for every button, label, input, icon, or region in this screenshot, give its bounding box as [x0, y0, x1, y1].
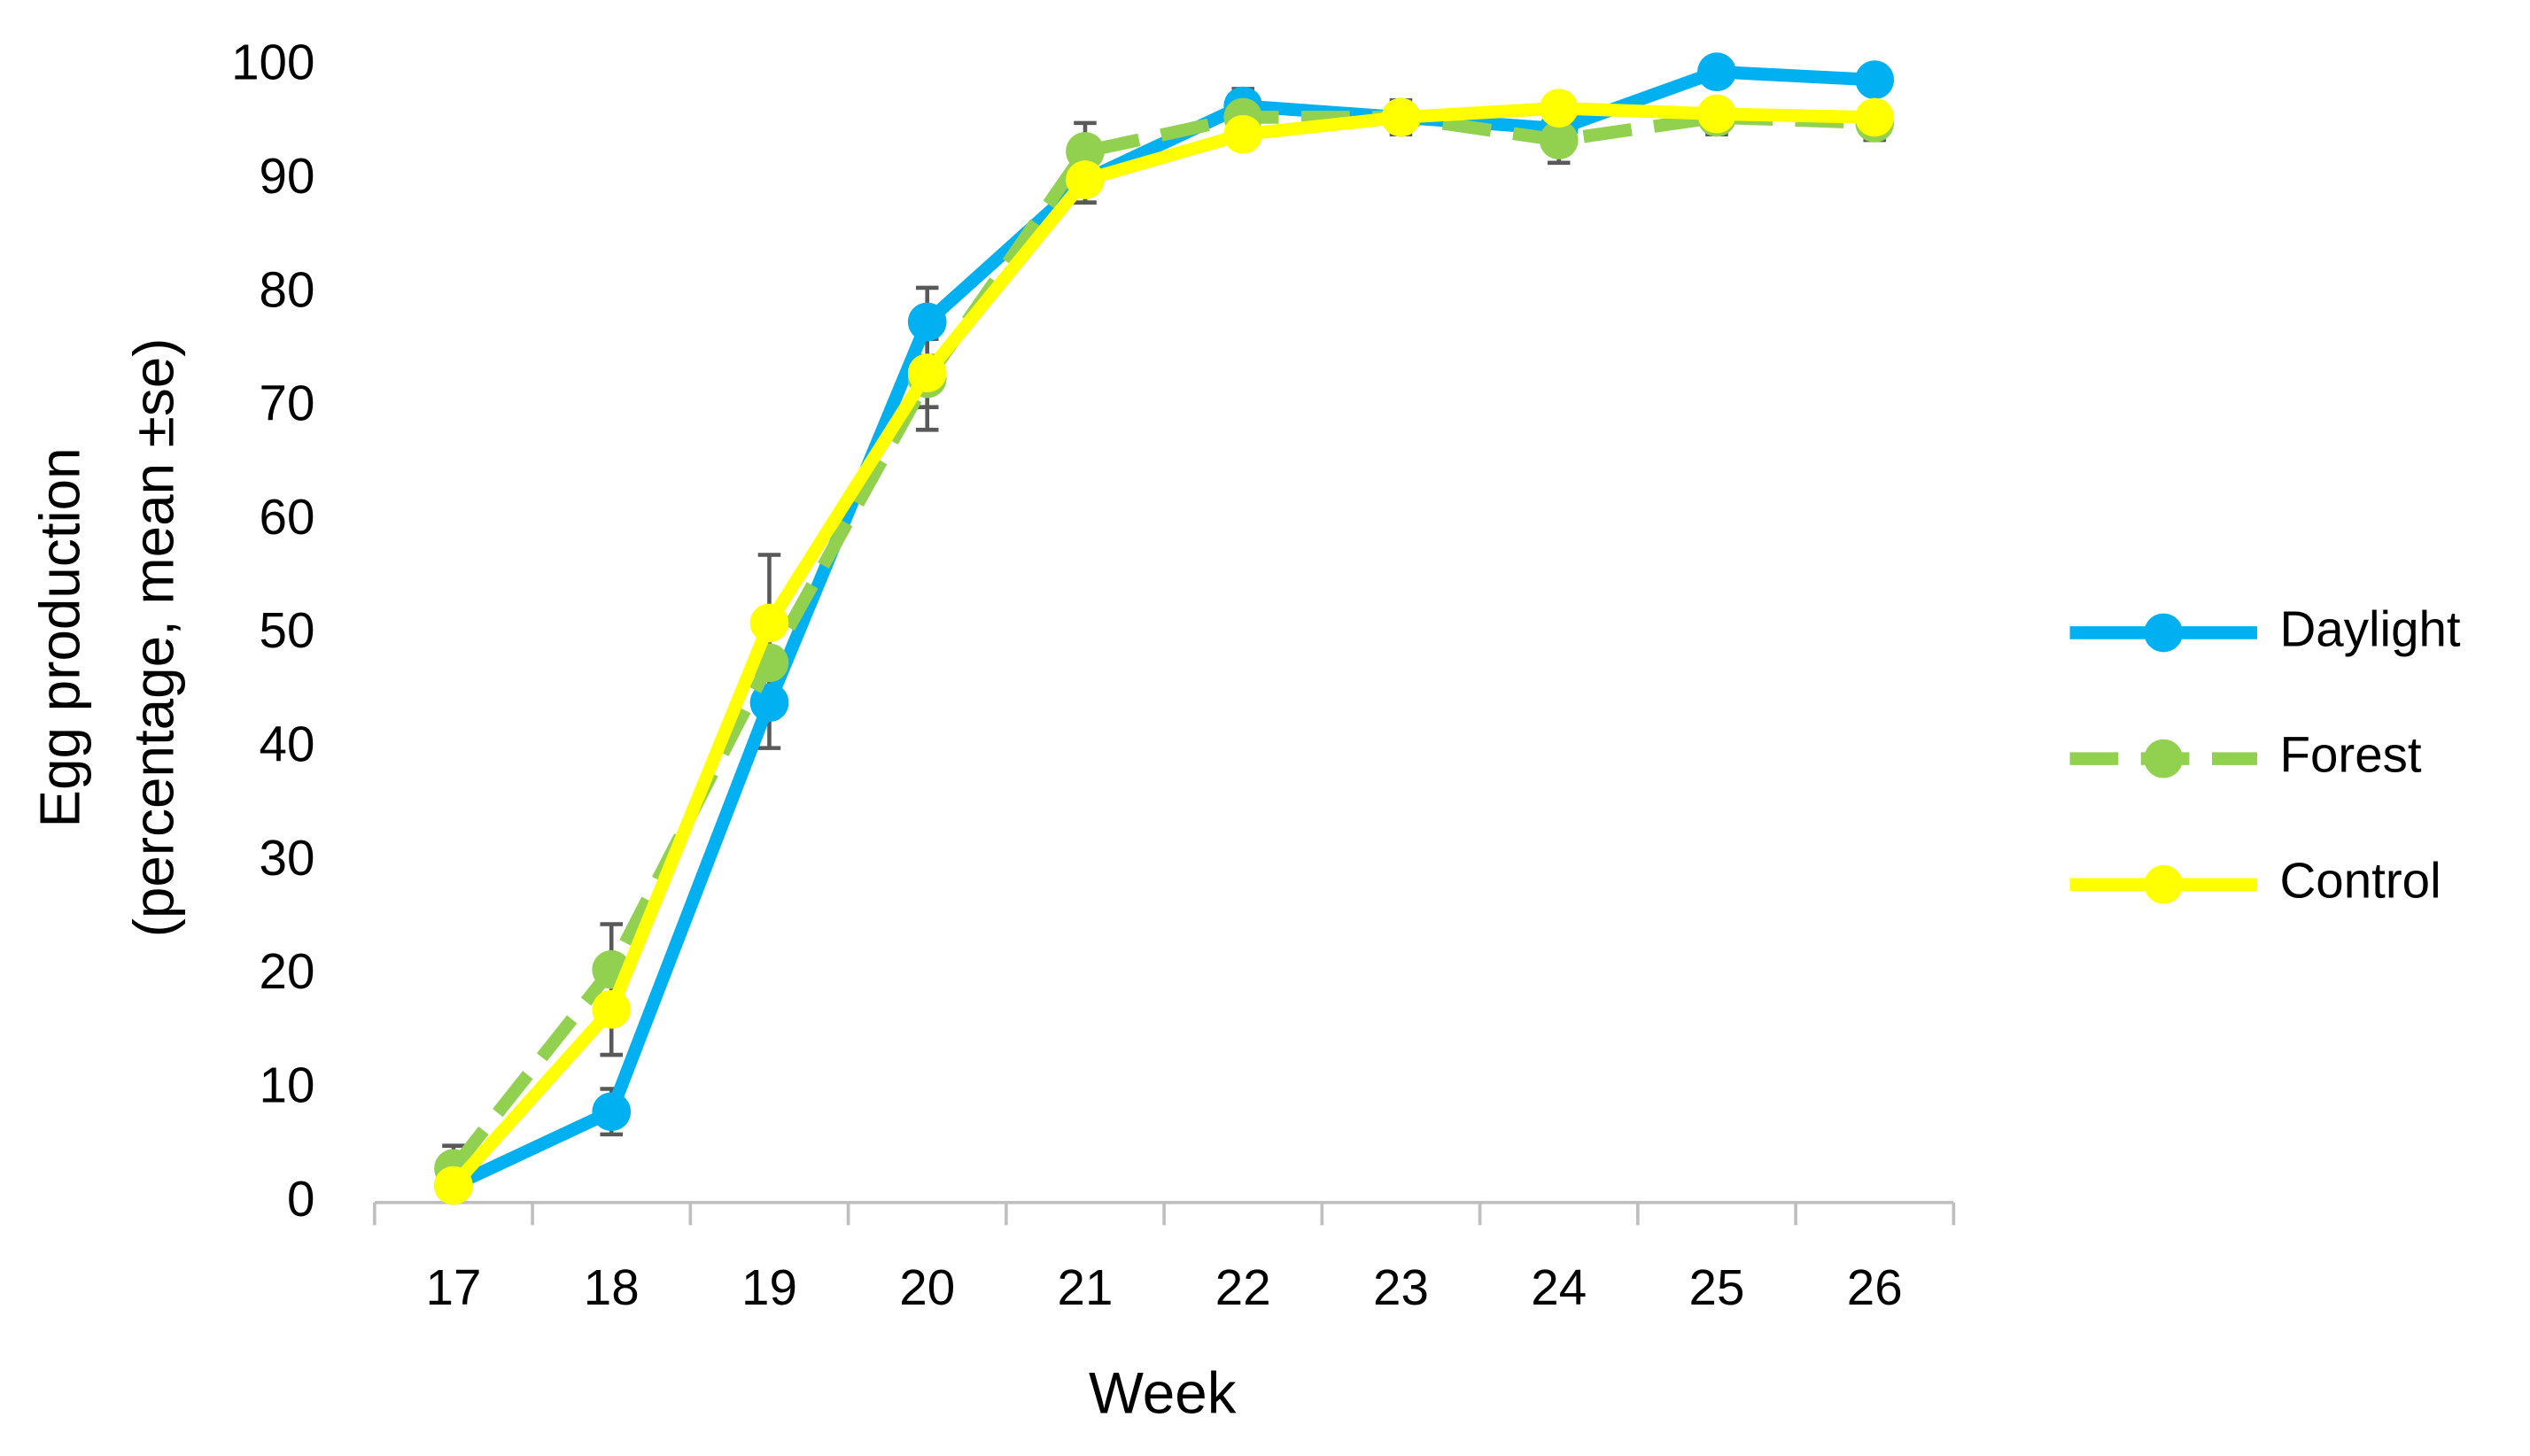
marker: [1855, 60, 1895, 100]
x-tick-label: 22: [1215, 1259, 1271, 1315]
x-tick-label: 25: [1689, 1259, 1745, 1315]
y-tick-label: 100: [231, 35, 314, 90]
y-tick-label: 60: [260, 489, 315, 545]
marker: [1066, 160, 1105, 199]
y-tick-label: 90: [260, 148, 315, 204]
marker: [1381, 97, 1421, 137]
legend-marker: [2144, 864, 2184, 904]
series-line: [450, 65, 1875, 1192]
marker: [1066, 132, 1105, 171]
marker: [592, 1092, 632, 1132]
series-line: [448, 101, 1875, 1190]
marker: [434, 1166, 473, 1205]
legend-label: Daylight: [2279, 600, 2460, 656]
series-line: [448, 111, 1875, 1173]
x-tick-label: 21: [1058, 1259, 1114, 1315]
marker: [1697, 52, 1736, 92]
marker: [749, 603, 789, 643]
y-axis-title: Egg production: [28, 447, 92, 827]
y-tick-label: 0: [287, 1171, 314, 1227]
marker: [749, 683, 789, 723]
x-tick-label: 24: [1531, 1259, 1587, 1315]
x-tick-label: 26: [1847, 1259, 1903, 1315]
y-axis-title: (percentage, mean ±se): [121, 338, 185, 938]
marker: [1697, 94, 1736, 134]
y-tick-label: 40: [260, 716, 315, 772]
legend-label: Control: [2279, 853, 2441, 909]
x-tick-label: 20: [899, 1259, 955, 1315]
y-tick-label: 30: [260, 830, 315, 886]
y-tick-label: 50: [260, 602, 315, 658]
legend-marker: [2144, 739, 2184, 778]
marker: [1539, 120, 1579, 160]
x-axis-title: Week: [1089, 1361, 1237, 1426]
y-tick-label: 20: [260, 943, 315, 999]
x-tick-label: 17: [426, 1259, 482, 1315]
marker: [1855, 97, 1895, 137]
y-tick-label: 70: [260, 376, 315, 431]
marker: [907, 302, 947, 342]
x-tick-label: 23: [1373, 1259, 1429, 1315]
legend-marker: [2144, 613, 2184, 653]
legend-label: Forest: [2279, 727, 2421, 783]
marker: [907, 353, 947, 393]
marker: [1539, 89, 1579, 128]
x-tick-label: 19: [741, 1259, 797, 1315]
y-tick-label: 80: [260, 261, 315, 317]
x-tick-label: 18: [584, 1259, 640, 1315]
marker: [1223, 114, 1263, 154]
y-tick-label: 10: [260, 1057, 315, 1112]
marker: [592, 989, 632, 1029]
